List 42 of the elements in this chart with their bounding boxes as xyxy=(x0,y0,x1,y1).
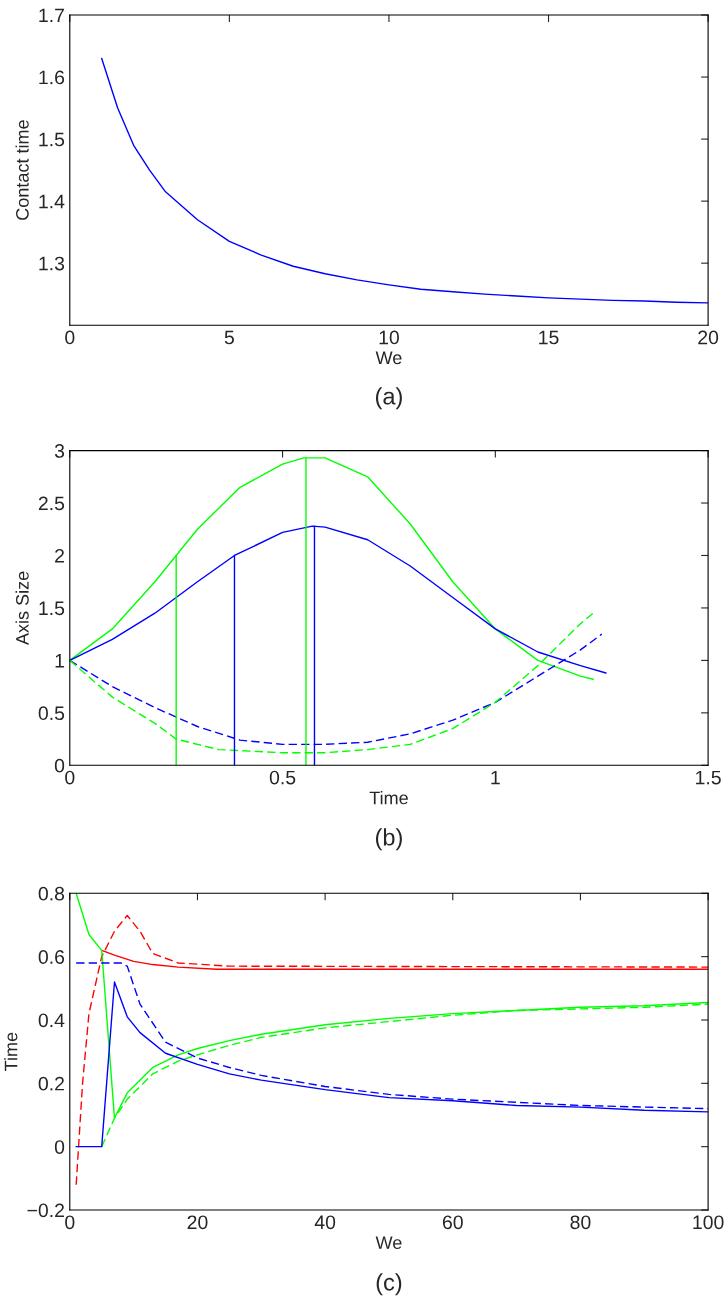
y-tick-label: 3 xyxy=(54,444,65,458)
x-axis-title: Time xyxy=(369,791,408,805)
x-tick-label: 80 xyxy=(570,1215,591,1230)
x-tick-label: 0 xyxy=(65,770,75,785)
x-tick-label: 1 xyxy=(491,770,500,785)
y-tick-label: 2.5 xyxy=(38,496,65,511)
x-tick-label: 0.5 xyxy=(269,770,296,785)
y-tick-label: 0.2 xyxy=(38,1076,64,1091)
y-tick-label: 1.5 xyxy=(39,601,65,616)
x-tick-label: 1.5 xyxy=(696,770,721,785)
x-tick-label: 10 xyxy=(379,330,399,345)
text: (c) xyxy=(376,1273,402,1296)
y-tick-label: 0.5 xyxy=(38,706,65,721)
x-tick-label: 40 xyxy=(314,1215,336,1230)
y-axis-title: Axis Size xyxy=(15,571,29,646)
y-tick-label: 0.4 xyxy=(38,1013,65,1028)
x-tick-label: 0 xyxy=(65,330,75,345)
y-tick-label: 1.4 xyxy=(39,194,65,209)
y-tick-label: 1.5 xyxy=(39,132,65,147)
y-tick-label: 1.3 xyxy=(39,256,65,271)
text: (a) xyxy=(375,387,402,410)
x-axis-title: We xyxy=(375,351,402,365)
x-tick-label: 20 xyxy=(187,1215,208,1230)
y-tick-label: 1.7 xyxy=(39,8,64,23)
y-axis-title: Time xyxy=(4,1032,18,1071)
y-tick-label: 0 xyxy=(54,1140,65,1154)
y-tick-label: −0.2 xyxy=(27,1203,64,1218)
x-tick-label: 0 xyxy=(65,1215,75,1230)
y-tick-label: 0.6 xyxy=(38,950,65,964)
x-tick-label: 100 xyxy=(693,1215,724,1230)
x-tick-label: 20 xyxy=(698,330,719,345)
y-tick-label: 0 xyxy=(54,758,65,773)
x-tick-label: 60 xyxy=(442,1215,463,1230)
text: (b) xyxy=(375,828,402,851)
y-tick-label: 2 xyxy=(55,548,64,563)
x-axis-title: We xyxy=(375,1236,402,1250)
y-axis-title: Contact time xyxy=(15,120,29,220)
x-tick-label: 15 xyxy=(539,330,559,345)
y-tick-label: 1.6 xyxy=(39,70,65,85)
y-tick-label: 1 xyxy=(55,654,64,668)
y-tick-label: 0.8 xyxy=(38,886,65,901)
x-tick-label: 5 xyxy=(224,330,234,345)
